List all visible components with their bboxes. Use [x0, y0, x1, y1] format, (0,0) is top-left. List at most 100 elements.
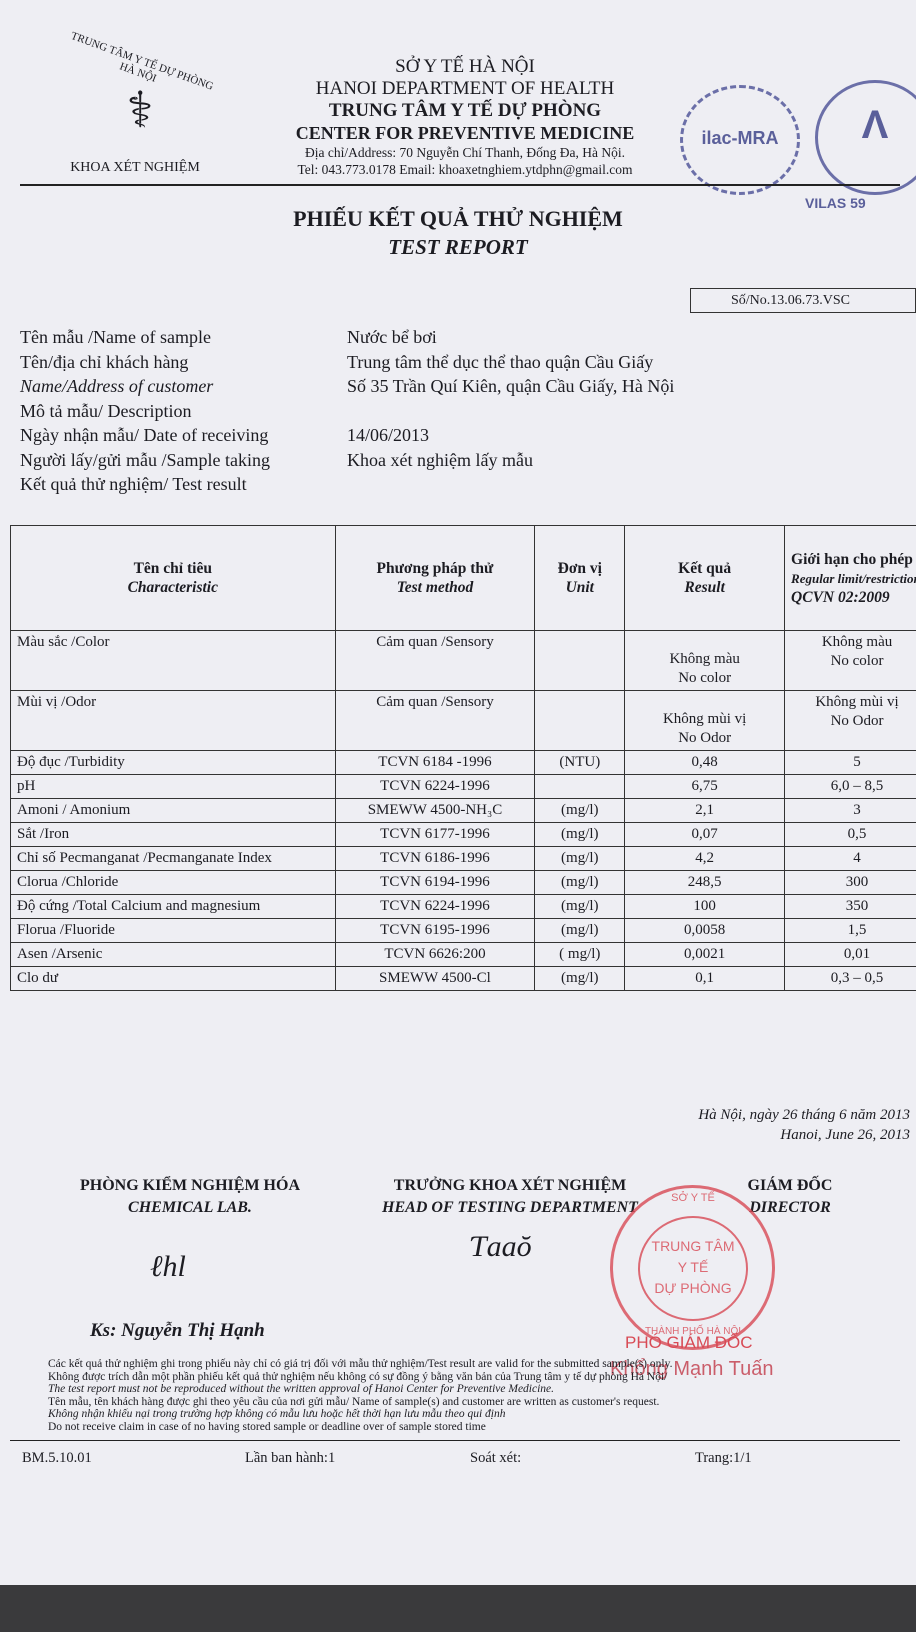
table-row: Màu sắc /Color Cảm quan /Sensory Không màu… — [10, 630, 916, 691]
boa-logo: Λ — [815, 80, 916, 195]
note: Không được trích dẫn một phần phiếu kết … — [48, 1370, 668, 1383]
col-characteristic: Tên chỉ tiêu Characteristic — [10, 525, 336, 631]
ilac-mra-logo: ilac-MRA — [680, 85, 800, 195]
cell-unit: ( mg/l) — [534, 942, 626, 967]
sig-title-vi: PHÒNG KIỂM NGHIỆM HÓA — [80, 1177, 300, 1194]
cell-limit: 0,01 — [784, 942, 916, 967]
report-number: Số/No.13.06.73.VSC — [690, 288, 916, 313]
note: Các kết quả thử nghiệm ghi trong phiếu n… — [48, 1358, 673, 1370]
stamp-arc-top: SỞ Y TẾ — [671, 1192, 715, 1204]
col-unit: Đơn vị Unit — [534, 525, 626, 631]
header-rule — [20, 184, 900, 186]
table-header: Tên chỉ tiêu Characteristic Phương pháp t… — [10, 525, 916, 631]
cell-result: 6,75 — [624, 774, 786, 799]
cell-characteristic: Sắt /Iron — [10, 822, 336, 847]
cell-limit: 6,0 – 8,5 — [784, 774, 916, 799]
dept-vi: SỞ Y TẾ HÀ NỘI — [395, 56, 535, 77]
value-description — [347, 399, 674, 424]
cell-characteristic: Asen /Arsenic — [10, 942, 336, 967]
cell-result: Không màu No color — [624, 630, 786, 691]
report-title: PHIẾU KẾT QUẢ THỬ NGHIỆM TEST REPORT — [0, 205, 916, 261]
sig-title-vi: GIÁM ĐỐC — [747, 1177, 833, 1194]
table-row: Độ cứng /Total Calcium and magnesium TCVN… — [10, 894, 916, 919]
cell-characteristic: Độ đục /Turbidity — [10, 750, 336, 775]
info-labels: Tên mẫu /Name of sample Tên/địa chỉ khác… — [20, 325, 270, 497]
cell-method: TCVN 6626:200 — [334, 942, 536, 967]
department-logo: TRUNG TÂM Y TẾ DỰ PHÒNG HÀ NỘI ⚕ KHOA XÉ… — [40, 30, 230, 180]
label-sample: Tên mẫu /Name of sample — [20, 327, 211, 347]
cell-characteristic: pH — [10, 774, 336, 799]
note: Do not receive claim in case of no havin… — [48, 1420, 486, 1433]
handwritten-signature: ℓhl — [150, 1250, 186, 1283]
cell-method: TCVN 6195-1996 — [334, 918, 536, 943]
issue-number: Lần ban hành:1 — [245, 1450, 336, 1466]
cell-result: 0,48 — [624, 750, 786, 775]
cell-unit — [534, 630, 626, 691]
cell-characteristic: Mùi vị /Odor — [10, 690, 336, 751]
cell-method: TCVN 6186-1996 — [334, 846, 536, 871]
cell-unit: (NTU) — [534, 750, 626, 775]
note: The test report must not be reproduced w… — [48, 1383, 555, 1395]
issue-date: Hà Nội, ngày 26 tháng 6 năm 2013 Hanoi, … — [590, 1105, 910, 1145]
form-code: BM.5.10.01 — [22, 1450, 92, 1466]
table-row: Sắt /Iron TCVN 6177-1996 (mg/l) 0,07 0,5 — [10, 822, 916, 847]
cell-method: TCVN 6224-1996 — [334, 894, 536, 919]
contact: Tel: 043.773.0178 Email: khoaxetnghiem.y… — [297, 162, 633, 177]
cell-result: 2,1 — [624, 798, 786, 823]
cell-result: 0,07 — [624, 822, 786, 847]
sig-title-en: CHEMICAL LAB. — [128, 1199, 252, 1216]
cell-characteristic: Clorua /Chloride — [10, 870, 336, 895]
cell-method: Cảm quan /Sensory — [334, 690, 536, 751]
cell-unit — [534, 774, 626, 799]
deputy-director-title: PHÓ GIÁM ĐỐC — [625, 1333, 753, 1352]
title-en: TEST REPORT — [388, 235, 528, 259]
cell-characteristic: Chỉ số Pecmanganat /Pecmanganate Index — [10, 846, 336, 871]
cell-method: Cảm quan /Sensory — [334, 630, 536, 691]
handwritten-signature: Ƭaaŏ — [470, 1230, 532, 1263]
stamp-center: TRUNG TÂM Y TẾ DỰ PHÒNG — [638, 1216, 748, 1321]
date-vi: Hà Nội, ngày 26 tháng 6 năm 2013 — [698, 1107, 910, 1123]
notes: Các kết quả thử nghiệm ghi trong phiếu n… — [48, 1358, 672, 1433]
table-row: Amoni / Amonium SMEWW 4500-NH₃C (mg/l) 2,1 3 — [10, 798, 916, 823]
cell-unit — [534, 690, 626, 751]
cell-result: 0,0058 — [624, 918, 786, 943]
cell-method: TCVN 6224-1996 — [334, 774, 536, 799]
footer-rule — [10, 1440, 900, 1441]
vilas-number: VILAS 59 — [805, 195, 866, 211]
cell-limit: 4 — [784, 846, 916, 871]
cell-method: SMEWW 4500-Cl — [334, 966, 536, 991]
table-row: pH TCVN 6224-1996 6,75 6,0 – 8,5 — [10, 774, 916, 799]
note: Không nhận khiếu nại trong trường hợp kh… — [48, 1408, 506, 1420]
signature-head-testing: TRƯỞNG KHOA XÉT NGHIỆM HEAD OF TESTING DE… — [360, 1175, 660, 1219]
cell-characteristic: Độ cứng /Total Calcium and magnesium — [10, 894, 336, 919]
cell-characteristic: Màu sắc /Color — [10, 630, 336, 691]
sig-title-en: HEAD OF TESTING DEPARTMENT — [382, 1199, 638, 1216]
title-vi: PHIẾU KẾT QUẢ THỬ NGHIỆM — [293, 206, 623, 231]
table-row: Clorua /Chloride TCVN 6194-1996 (mg/l) 248,… — [10, 870, 916, 895]
value-customer-address: Số 35 Trần Quí Kiên, quận Cầu Giấy, Hà N… — [347, 376, 675, 396]
cell-result: 248,5 — [624, 870, 786, 895]
cell-limit: 3 — [784, 798, 916, 823]
cell-method: TCVN 6184 -1996 — [334, 750, 536, 775]
table-row: Độ đục /Turbidity TCVN 6184 -1996 (NTU) 0,4… — [10, 750, 916, 775]
cell-characteristic: Amoni / Amonium — [10, 798, 336, 823]
director-name-stamp: Khổng Mạnh Tuấn — [610, 1358, 774, 1380]
letterhead: SỞ Y TẾ HÀ NỘI HANOI DEPARTMENT OF HEALT… — [230, 56, 700, 178]
cell-limit: 300 — [784, 870, 916, 895]
red-official-stamp: SỞ Y TẾ TRUNG TÂM Y TẾ DỰ PHÒNG THÀNH PH… — [610, 1185, 775, 1350]
signature-chemical-lab: PHÒNG KIỂM NGHIỆM HÓA CHEMICAL LAB. — [40, 1175, 340, 1219]
label-date: Ngày nhận mẫu/ Date of receiving — [20, 425, 269, 445]
results-table: Tên chỉ tiêu Characteristic Phương pháp t… — [10, 525, 916, 991]
cell-unit: (mg/l) — [534, 966, 626, 991]
cell-limit: 0,3 – 0,5 — [784, 966, 916, 991]
sig-title-en: DIRECTOR — [749, 1199, 831, 1216]
col-result: Kết quả Result — [624, 525, 786, 631]
table-row: Asen /Arsenic TCVN 6626:200( mg/l) 0,0021 0… — [10, 942, 916, 967]
cell-characteristic: Florua /Fluoride — [10, 918, 336, 943]
cell-result: 100 — [624, 894, 786, 919]
cell-unit: (mg/l) — [534, 822, 626, 847]
ilac-text: ilac-MRA — [701, 128, 779, 148]
signature-director: GIÁM ĐỐC DIRECTOR — [730, 1175, 850, 1219]
chemist-name: Ks: Nguyễn Thị Hạnh — [90, 1320, 265, 1341]
cell-result: 0,0021 — [624, 942, 786, 967]
